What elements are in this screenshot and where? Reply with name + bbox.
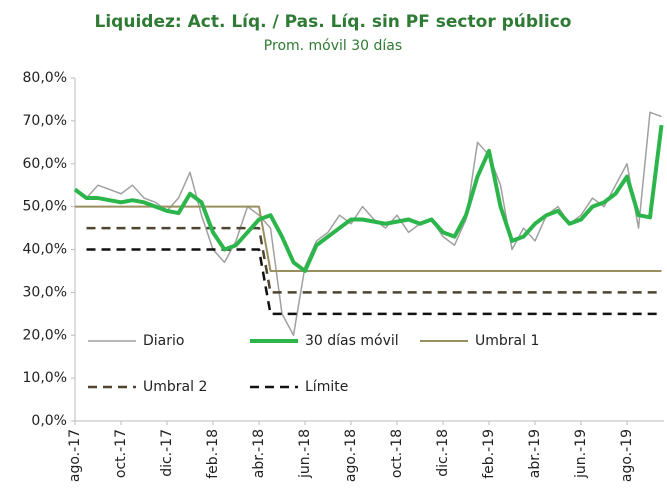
x-tick-label: jun.-19 [573, 429, 589, 479]
legend-label: Límite [305, 379, 348, 395]
series-line [86, 248, 662, 316]
x-tick-label: jun.-18 [297, 429, 313, 479]
y-tick-label: 40,0% [23, 242, 67, 258]
series-line [75, 205, 662, 272]
legend-label: Diario [143, 333, 184, 349]
x-tick-label: oct.-18 [389, 429, 405, 478]
y-tick-label: 80,0% [23, 70, 67, 86]
x-tick-label: oct.-17 [113, 429, 129, 478]
x-tick-label: dic.-17 [159, 429, 175, 477]
legend-label: Umbral 2 [143, 379, 207, 395]
y-tick-label: 0,0% [31, 413, 67, 429]
y-tick-label: 50,0% [23, 199, 67, 215]
y-tick-label: 10,0% [23, 370, 67, 386]
y-tick-label: 20,0% [23, 327, 67, 343]
y-tick-label: 30,0% [23, 284, 67, 300]
x-tick-label: abr.-19 [527, 429, 543, 478]
y-tick-label: 70,0% [23, 113, 67, 129]
legend-label: Umbral 1 [475, 333, 539, 349]
x-tick-label: ago.-17 [67, 429, 83, 482]
series-line [86, 226, 662, 294]
legend-label: 30 días móvil [305, 333, 399, 349]
series-line [73, 124, 664, 273]
x-tick-label: feb.-18 [205, 429, 221, 479]
y-tick-label: 60,0% [23, 156, 67, 172]
x-tick-label: abr.-18 [251, 429, 267, 478]
x-tick-label: dic.-18 [435, 429, 451, 477]
chart-title: Liquidez: Act. Líq. / Pas. Líq. sin PF s… [95, 12, 572, 32]
x-tick-label: ago.-19 [619, 429, 635, 482]
chart-subtitle: Prom. móvil 30 días [264, 38, 402, 54]
x-tick-label: ago.-18 [343, 429, 359, 482]
x-tick-label: feb.-19 [481, 429, 497, 479]
